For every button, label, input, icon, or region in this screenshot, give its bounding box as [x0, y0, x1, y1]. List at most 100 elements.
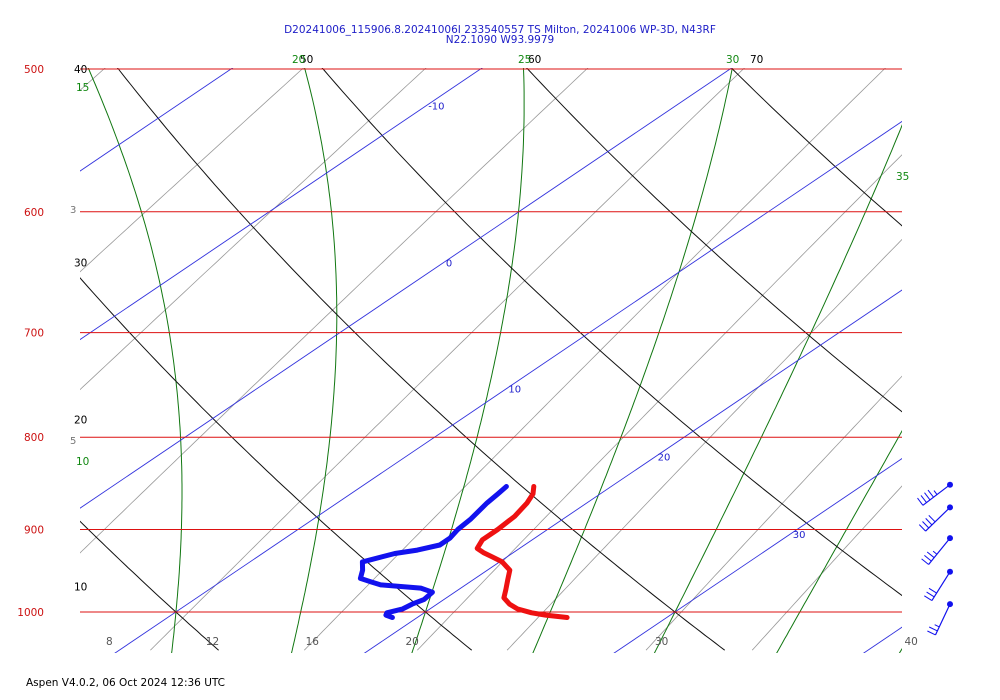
moist-adiabat-line [411, 68, 525, 653]
wind-barb-flag [921, 558, 929, 565]
wind-barb-shaft [931, 571, 951, 601]
wind-barb-flag [932, 550, 938, 555]
wind-barb-flag [920, 495, 927, 503]
wind-barb [917, 481, 953, 506]
isotherm-label: -10 [428, 102, 444, 113]
dry-adiabat-label: 20 [74, 414, 87, 426]
mixing-ratio-line [751, 485, 902, 651]
pressure-tick-label: 1000 [17, 607, 44, 619]
wind-barb-flag [928, 626, 938, 632]
wind-barb-flag [924, 595, 933, 602]
wind-barb-flag [922, 521, 930, 529]
wind-barb-flag [927, 630, 936, 636]
isotherm-line [363, 289, 902, 653]
wind-barb-shaft [934, 603, 951, 636]
moist-adiabat-line [532, 68, 733, 653]
wind-barb-flag [918, 524, 926, 532]
temperature-tick-label: 12 [206, 636, 219, 648]
pressure-tick-label: 700 [24, 328, 44, 340]
dry-adiabat-label: 40 [74, 64, 87, 76]
wind-barb-flag [926, 591, 935, 598]
wind-barbs [917, 481, 953, 636]
mixing-ratio-line [80, 68, 427, 391]
isotherm-line [0, 37, 29, 658]
dry-adiabats [80, 68, 902, 651]
isotherm-line [613, 458, 902, 653]
dry-adiabat-label: 30 [74, 257, 87, 269]
wind-barb-flag [928, 587, 937, 594]
footer-caption: Aspen V4.0.2, 06 Oct 2024 12:36 UTC [26, 677, 226, 689]
moist-adiabat-label: 30 [726, 54, 739, 66]
dry-adiabat-line [116, 68, 726, 651]
wind-barb-flag [924, 555, 932, 562]
pressure-tick-label: 500 [24, 64, 44, 76]
wind-barb [921, 535, 953, 565]
moist-adiabats [0, 37, 902, 658]
dry-adiabat-line [80, 520, 219, 651]
mixing-ratio-line [150, 68, 745, 651]
isotherm-label: 10 [508, 385, 521, 396]
moist-adiabat-label: 10 [76, 456, 89, 468]
wind-barb-flag [925, 518, 933, 526]
isotherm-label: 0 [446, 258, 452, 269]
mixing-ratio-label: 5 [70, 436, 76, 447]
temperature-tick-label: 8 [106, 636, 113, 648]
wind-barb [927, 601, 953, 636]
isotherms [0, 37, 902, 658]
temperature-tick-label: 40 [905, 636, 918, 648]
sounding-traces [357, 484, 570, 620]
temperature-tick-label: 30 [655, 636, 668, 648]
mixing-ratio-line [506, 238, 902, 651]
dry-adiabat-label: 50 [300, 54, 313, 66]
wind-barb-flag [924, 492, 931, 501]
pressure-tick-label: 800 [24, 432, 44, 444]
dry-adiabat-line [80, 277, 473, 651]
temperature-tick-label: 16 [306, 636, 320, 648]
isotherm-line [114, 120, 902, 653]
isotherm-line [80, 68, 733, 509]
moist-adiabat-label: 20 [292, 54, 305, 66]
wind-barb-flag [926, 551, 935, 559]
moist-adiabat-line [87, 68, 183, 653]
moist-adiabat-line [0, 37, 76, 658]
axis-and-line-labels: 500 600 700 800 900 1000 8 12 16 20 30 40 -10 0 10 20 30… [17, 54, 918, 648]
dry-adiabat-line [321, 68, 902, 597]
isotherm-label: 20 [658, 453, 671, 464]
dry-adiabat-line [730, 68, 902, 227]
moist-adiabat-line [898, 647, 902, 653]
mixing-ratio-line [304, 68, 886, 651]
pressure-tick-label: 900 [24, 525, 44, 537]
wind-barb [918, 504, 953, 532]
wind-barb-shaft [925, 506, 951, 532]
chart-title-line-1: D20241006_115906.8.20241006I 233540557 T… [284, 24, 716, 36]
isotherm-label: 30 [793, 530, 806, 541]
moist-adiabat-label: 25 [518, 54, 531, 66]
moist-adiabat-label: 15 [76, 82, 89, 94]
moist-adiabat-label: 35 [896, 171, 909, 183]
isotherm-line [80, 68, 234, 172]
dry-adiabat-label: 70 [750, 54, 763, 66]
moist-adiabat-line [291, 68, 338, 653]
wind-barb-flag [934, 624, 940, 628]
pressure-tick-label: 600 [24, 207, 44, 219]
mixing-ratio-line [80, 68, 106, 91]
dry-adiabat-label: 10 [74, 582, 87, 594]
mixing-ratio-label: 3 [70, 205, 76, 216]
temperature-tick-label: 20 [406, 636, 419, 648]
wind-barb-flag [927, 489, 934, 498]
mixing-ratio-line [417, 154, 902, 651]
mixing-ratio-lines [80, 68, 902, 651]
wind-barb-flag [933, 490, 938, 495]
moist-adiabat-line [653, 124, 902, 653]
wind-barb-flag [928, 515, 936, 523]
mixing-ratio-line [80, 68, 589, 554]
wind-barb [924, 568, 953, 602]
mixing-ratio-line [80, 68, 304, 273]
wind-barb-flag [917, 497, 924, 506]
dry-adiabat-label: 60 [528, 54, 541, 66]
temperature-trace [474, 484, 570, 620]
isotherm-line [80, 68, 483, 341]
wind-barb-shaft [922, 484, 951, 506]
isobars [80, 68, 902, 613]
